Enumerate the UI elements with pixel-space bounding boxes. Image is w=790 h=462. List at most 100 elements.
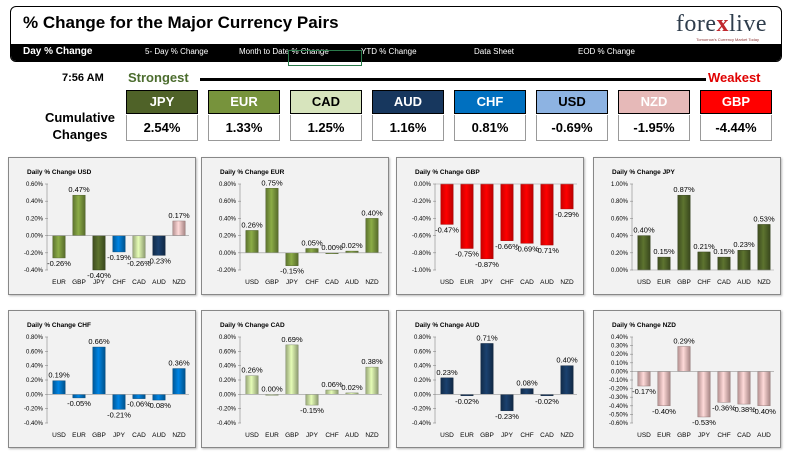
tab-5-day-change[interactable]: 5- Day % Change <box>145 47 209 56</box>
bar-chf <box>697 251 711 271</box>
category-label-chf: CHF <box>305 279 318 286</box>
y-tick-label: 0.60% <box>219 199 237 205</box>
chart-svg-jpy: Daily % Change JPY 1.00% 0.80% 0.60% 0.40% 0.… <box>611 169 775 286</box>
y-tick-label: 0.20% <box>26 378 44 384</box>
data-label-jpy: -0.40% <box>87 271 111 280</box>
forexlive-logo[interactable]: forexlive <box>676 11 767 38</box>
category-label-gbp: GBP <box>265 279 279 286</box>
bar-aud <box>152 394 166 401</box>
data-label-nzd: 0.36% <box>168 359 190 368</box>
chart-title: Daily % Change EUR <box>220 169 285 176</box>
category-label-nzd: NZD <box>365 279 379 286</box>
bar-cad <box>737 371 751 405</box>
bar-jpy <box>92 235 106 271</box>
y-tick-label: -0.20% <box>412 199 432 205</box>
bar-aud <box>757 371 771 407</box>
y-tick-label: 0.10% <box>611 361 629 367</box>
bar-eur <box>657 371 671 407</box>
data-label-aud: 0.02% <box>341 241 363 250</box>
category-label-jpy: JPY <box>113 432 126 439</box>
y-tick-label: 0.20% <box>611 352 629 358</box>
data-label-chf: 0.06% <box>321 380 343 389</box>
category-label-eur: EUR <box>657 279 671 286</box>
category-label-aud: AUD <box>152 279 166 286</box>
category-label-jpy: JPY <box>698 432 711 439</box>
data-label-eur: -0.75% <box>455 250 479 259</box>
y-tick-label: -0.10% <box>609 378 629 384</box>
bar-gbp <box>677 346 691 372</box>
y-tick-label: -0.80% <box>412 251 432 257</box>
y-tick-label: -0.30% <box>609 395 629 401</box>
bar-usd <box>245 375 259 395</box>
category-label-nzd: NZD <box>172 432 186 439</box>
category-label-jpy: JPY <box>481 279 494 286</box>
y-tick-label: -0.40% <box>24 421 44 427</box>
y-tick-label: 0.60% <box>219 349 237 355</box>
category-label-aud: AUD <box>152 432 166 439</box>
category-label-chf: CHF <box>717 432 730 439</box>
chart-svg-cad: Daily % Change CAD 0.80% 0.60% 0.40% 0.20% 0.… <box>217 322 383 439</box>
chart-panel-aud: Daily % Change AUD 0.80% 0.60% 0.40% 0.20% 0.… <box>396 310 584 448</box>
chart-panel-eur: Daily % Change EUR 0.80% 0.60% 0.40% 0.20% 0.… <box>201 157 389 295</box>
bar-usd <box>440 377 454 395</box>
y-tick-label: 0.60% <box>611 216 629 222</box>
bar-chf <box>325 389 339 395</box>
tab-ytd-change[interactable]: YTD % Change <box>361 47 417 56</box>
y-tick-label: 0.60% <box>414 349 432 355</box>
category-label-gbp: GBP <box>285 432 299 439</box>
category-label-eur: EUR <box>265 432 279 439</box>
tab-month-to-date-change[interactable]: Month to Date % Change <box>239 47 329 56</box>
cumulative-changes-label: Cumulative Changes <box>38 109 122 143</box>
currency-box-usd: USD <box>536 90 608 114</box>
y-tick-label: -0.40% <box>217 421 237 427</box>
data-label-cad: -0.26% <box>127 259 151 268</box>
data-label-eur: 0.00% <box>261 384 283 393</box>
currency-box-chf: CHF <box>454 90 526 114</box>
category-label-jpy: JPY <box>286 279 299 286</box>
tab-eod-change[interactable]: EOD % Change <box>578 47 635 56</box>
header-panel: % Change for the Major Currency Pairs fo… <box>10 6 782 62</box>
cumulative-label-line-1: Cumulative <box>44 110 116 125</box>
y-tick-label: 0.20% <box>219 234 237 240</box>
data-label-gbp: 0.87% <box>673 185 695 194</box>
category-label-jpy: JPY <box>93 279 106 286</box>
data-label-jpy: -0.23% <box>495 412 519 421</box>
bar-chf <box>305 248 319 253</box>
category-label-chf: CHF <box>520 432 533 439</box>
category-label-cad: CAD <box>520 279 534 286</box>
category-label-nzd: NZD <box>172 279 186 286</box>
data-label-jpy: -0.53% <box>692 418 716 427</box>
y-tick-label: 0.20% <box>414 378 432 384</box>
currency-value-aud: 1.16% <box>372 115 444 141</box>
data-label-gbp: 0.75% <box>261 178 283 187</box>
chart-title: Daily % Change NZD <box>612 322 676 329</box>
bar-gbp <box>480 343 494 395</box>
category-label-usd: USD <box>637 279 651 286</box>
tab-day-change[interactable]: Day % Change <box>23 46 93 57</box>
logo-tagline: Tomorrow's Currency Market Today <box>696 37 759 42</box>
bar-jpy <box>697 371 711 418</box>
ranking-line <box>200 78 706 81</box>
tab-data-sheet[interactable]: Data Sheet <box>474 47 515 56</box>
logo-text-x: x <box>716 11 729 37</box>
logo-text-post: live <box>729 11 767 37</box>
data-label-gbp: 0.69% <box>281 335 303 344</box>
y-tick-label: 0.60% <box>26 182 44 188</box>
data-label-eur: 0.15% <box>653 247 675 256</box>
chart-svg-chf: Daily % Change CHF 0.80% 0.60% 0.40% 0.20% 0.… <box>24 322 190 439</box>
y-tick-label: 0.00% <box>414 392 432 398</box>
category-label-usd: USD <box>245 432 259 439</box>
bar-chf <box>717 371 731 403</box>
category-label-jpy: JPY <box>501 432 514 439</box>
category-label-chf: CHF <box>500 279 513 286</box>
data-label-gbp: 0.47% <box>68 185 90 194</box>
category-label-chf: CHF <box>697 279 710 286</box>
currency-box-aud: AUD <box>372 90 444 114</box>
bar-jpy <box>285 252 299 266</box>
y-tick-label: -0.60% <box>609 421 629 427</box>
data-label-cad: -0.02% <box>535 397 559 406</box>
bar-jpy <box>112 394 126 410</box>
data-label-aud: -0.40% <box>752 407 776 416</box>
bar-jpy <box>480 183 494 260</box>
cumulative-label-line-2: Changes <box>52 127 108 142</box>
